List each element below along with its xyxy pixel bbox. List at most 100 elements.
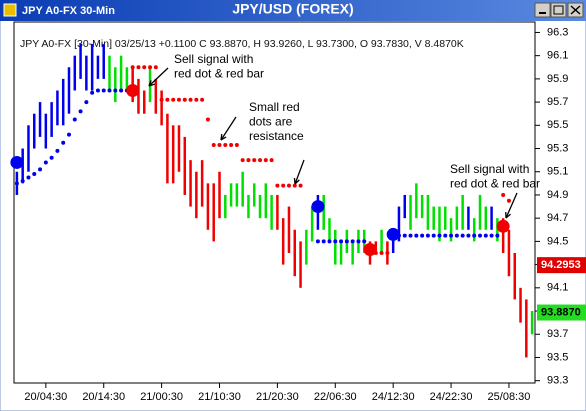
x-tick-label: 20/14:30 [82, 391, 125, 403]
level-dot [414, 233, 419, 238]
icon [553, 5, 564, 15]
y-tick-label: 94.1 [547, 282, 568, 294]
level-dot [344, 239, 349, 244]
level-dot [38, 167, 43, 172]
y-tick-label: 95.1 [547, 166, 568, 178]
level-dot [84, 100, 89, 105]
level-dot [454, 233, 459, 238]
level-dot [32, 172, 37, 177]
level-dot [240, 158, 245, 163]
level-dot [379, 250, 384, 255]
level-dot [263, 158, 268, 163]
level-dot [223, 143, 228, 148]
icon [570, 5, 581, 15]
level-dot [20, 179, 25, 184]
y-tick-label: 93.5 [547, 351, 568, 363]
y-tick-label: 95.7 [547, 96, 568, 108]
y-tick-label: 95.3 [547, 142, 568, 154]
level-dot [483, 233, 488, 238]
level-dot [188, 97, 193, 102]
level-dot [385, 250, 390, 255]
annotation-arrow [294, 159, 305, 185]
level-dot [292, 183, 297, 188]
level-dot [321, 239, 326, 244]
signal-dot [363, 243, 377, 257]
y-tick-label: 94.5 [547, 235, 568, 247]
level-dot [119, 88, 124, 93]
level-dot [49, 155, 54, 160]
price-tag [537, 257, 586, 274]
annotation-text: dots are [249, 115, 293, 129]
level-dot [269, 158, 274, 163]
annotation-text: red dot & red bar [450, 177, 540, 191]
level-dot [153, 65, 158, 70]
level-dot [258, 158, 263, 163]
level-dot [350, 239, 355, 244]
y-tick-label: 94.9 [547, 189, 568, 201]
signal-dot [496, 219, 510, 233]
level-dot [472, 233, 477, 238]
level-dot [113, 88, 118, 93]
level-dot [72, 117, 77, 122]
chart-header: JPY A0-FX [30-Min] 03/25/13 +0.1100 C 93… [20, 38, 464, 50]
price-tag-label: 93.8870 [541, 306, 581, 318]
signal-dot [126, 83, 140, 97]
level-dot [107, 88, 112, 93]
price-tag-label: 94.2953 [541, 259, 581, 271]
title-bar [0, 0, 586, 21]
y-tick-label: 95.9 [547, 73, 568, 85]
x-tick-label: 21/00:30 [140, 391, 183, 403]
x-tick-label: 21/10:30 [198, 391, 241, 403]
annotation-text: Sell signal with [174, 52, 253, 66]
maximize-button[interactable] [550, 2, 567, 18]
level-dot [489, 233, 494, 238]
level-dot [14, 181, 19, 186]
minimize-button[interactable] [534, 2, 551, 18]
price-tag [537, 304, 586, 321]
level-dot [437, 233, 442, 238]
window-icon [3, 3, 17, 17]
level-dot [61, 140, 66, 145]
level-dot [95, 88, 100, 93]
arrow-head [220, 133, 227, 141]
y-tick-label: 94.7 [547, 212, 568, 224]
level-dot [478, 233, 483, 238]
signal-dot [10, 155, 24, 169]
x-tick-label: 21/20:30 [256, 391, 299, 403]
annotation-text: Small red [249, 100, 300, 114]
level-dot [298, 183, 303, 188]
level-dot [333, 239, 338, 244]
level-dot [142, 65, 147, 70]
x-tick-label: 20/04:30 [24, 391, 67, 403]
level-dot [194, 97, 199, 102]
level-dot [443, 233, 448, 238]
arrow-head [505, 211, 511, 219]
level-dot [466, 233, 471, 238]
level-dot [402, 233, 407, 238]
level-dot [229, 143, 234, 148]
level-dot [211, 143, 216, 148]
level-dot [130, 65, 135, 70]
level-dot [495, 233, 500, 238]
y-tick-label: 93.7 [547, 328, 568, 340]
chart-title: JPY/USD (FOREX) [232, 1, 353, 17]
level-dot [234, 143, 239, 148]
annotation-arrow [220, 116, 237, 141]
level-dot [101, 88, 106, 93]
x-tick-label: 25/08:30 [488, 391, 531, 403]
level-dot [327, 239, 332, 244]
level-dot [425, 233, 430, 238]
y-tick-label: 96.3 [547, 26, 568, 38]
x-tick-label: 22/06:30 [314, 391, 357, 403]
window-buttons[interactable] [534, 2, 584, 18]
annotation-arrow [148, 67, 169, 87]
signal-dot [386, 227, 400, 241]
level-dot [171, 97, 176, 102]
level-dot [356, 239, 361, 244]
level-dot [55, 148, 60, 153]
level-dot [90, 90, 95, 95]
level-dot [281, 183, 286, 188]
level-dot [339, 239, 344, 244]
